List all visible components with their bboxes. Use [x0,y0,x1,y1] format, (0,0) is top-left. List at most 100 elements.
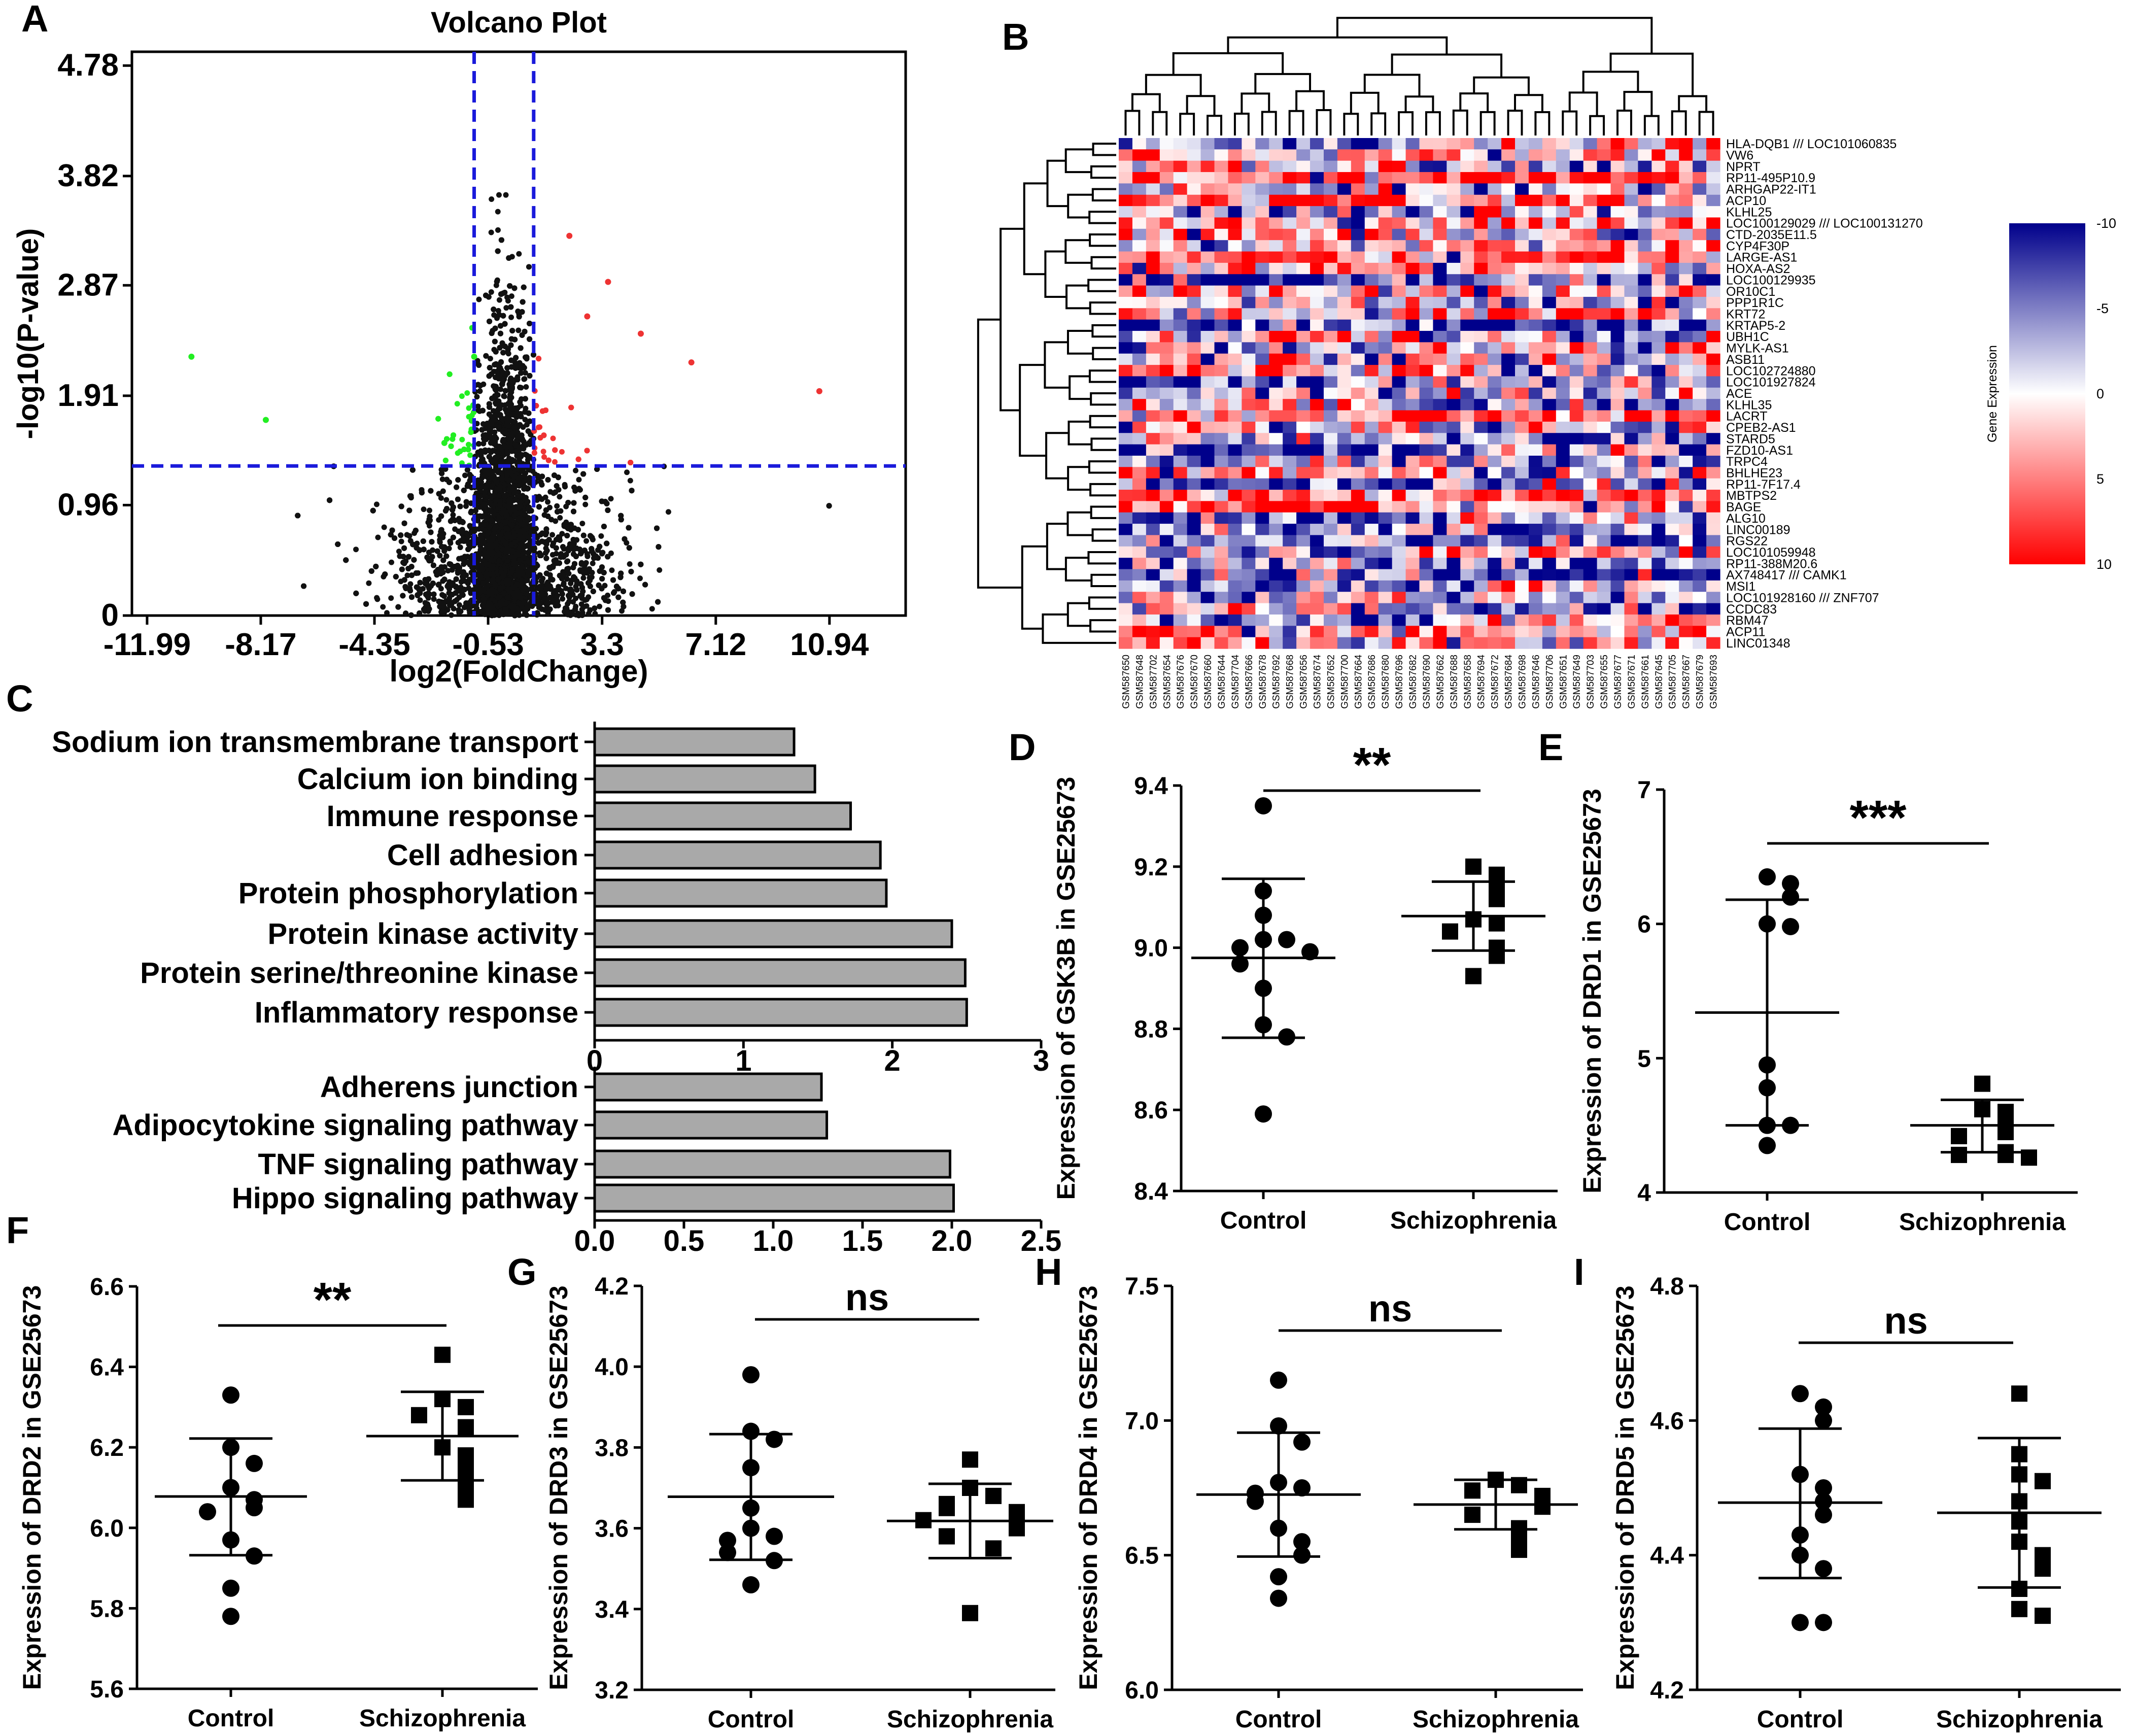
volcano-point [389,559,395,565]
volcano-point [374,595,380,601]
volcano-point [417,597,423,603]
volcano-point [491,408,497,414]
volcano-point [375,534,381,540]
volcano-point [649,606,655,612]
volcano-plot: Volcano Plot-11.99 -8.17 -4.35 -0.53 3.3 7.12… [12,6,907,688]
volcano-point [554,503,560,509]
volcano-point [467,452,473,458]
volcano-point [609,567,615,573]
volcano-point [443,497,450,503]
panel-letter-c: C [6,677,33,720]
volcano-point [508,293,514,299]
volcano-point [488,289,494,295]
panel-letter-d: D [1009,726,1036,768]
volcano-point [373,501,380,507]
volcano-point [550,435,556,441]
volcano-point [451,605,457,611]
volcano-point [560,596,566,602]
volcano-point [521,376,527,382]
volcano-point [582,501,589,507]
volcano-point [657,567,663,573]
volcano-point [465,441,471,448]
volcano-point [353,547,359,553]
volcano-point [404,572,410,578]
volcano-point [396,549,402,555]
volcano-point [492,429,498,435]
volcano-point [466,405,472,411]
volcano-point [553,518,559,524]
volcano-point [605,598,611,604]
volcano-point [549,552,556,558]
volcano-point [407,581,414,587]
volcano-point [439,476,445,482]
panel-letter-i: I [1574,1251,1585,1293]
volcano-point [504,294,510,300]
volcano-point [543,545,549,551]
volcano-point [421,506,427,513]
volcano-point [597,603,603,609]
volcano-point [557,494,563,500]
volcano-point [431,596,437,602]
volcano-point [545,499,551,505]
volcano-point [624,469,630,475]
volcano-points [188,192,832,619]
panel-letter-h: H [1035,1251,1062,1293]
volcano-point [573,467,579,473]
volcano-point [398,538,404,544]
volcano-point [627,561,633,567]
volcano-point [457,544,463,551]
volcano-point [515,327,522,333]
volcano-point [592,610,598,617]
volcano-point [450,512,456,518]
volcano-point [665,509,671,515]
volcano-point [495,209,501,215]
volcano-point [559,449,565,455]
volcano-point [480,440,487,447]
volcano-point [459,393,465,399]
volcano-point [414,540,420,547]
volcano-point [526,264,532,270]
volcano-point [608,496,614,502]
volcano-point [522,370,528,376]
volcano-point [487,356,493,362]
volcano-point [380,604,386,610]
volcano-point [523,384,529,390]
volcano-point [456,602,462,608]
volcano-point [448,612,454,618]
volcano-point [637,575,643,582]
volcano-point [522,417,528,423]
volcano-point [463,503,469,509]
volcano-point [508,314,514,320]
volcano-point [552,459,558,465]
volcano-point [546,565,553,571]
volcano-point [540,449,546,455]
volcano-point [590,560,596,566]
volcano-point [488,229,494,235]
volcano-point [454,401,460,407]
volcano-point [568,522,574,528]
volcano-point [496,192,502,198]
panel-letter-a: A [21,0,48,40]
volcano-point [608,550,614,556]
volcano-point [503,192,509,198]
volcano-point [549,532,556,538]
volcano-point [619,608,625,614]
volcano-point [459,436,465,442]
volcano-point [535,424,541,430]
chart-title: Volcano Plot [431,6,607,39]
volcano-point [557,515,563,521]
volcano-point [446,546,452,552]
volcano-point [560,544,566,550]
volcano-point [496,297,502,303]
panel-letter-b: B [1002,16,1029,58]
volcano-point [440,488,446,494]
volcano-point [565,558,571,564]
volcano-point [516,251,522,257]
volcano-point [583,538,590,544]
volcano-point [381,524,387,530]
volcano-point [580,575,587,581]
volcano-point [463,530,469,536]
volcano-point [495,227,501,233]
volcano-point [426,507,432,514]
